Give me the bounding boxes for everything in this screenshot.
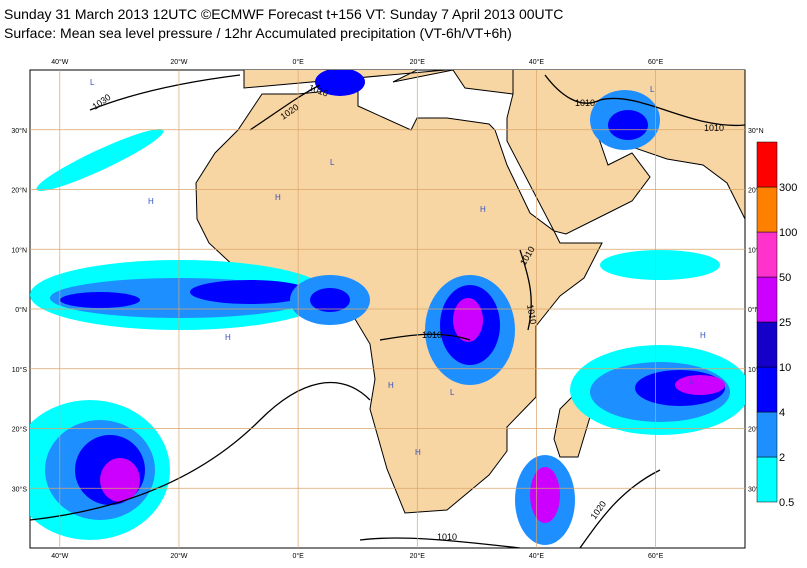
isobars: [30, 74, 745, 548]
pressure-center: H: [388, 381, 394, 390]
lon-label: 40°W: [51, 552, 69, 560]
pressure-center: H: [275, 193, 281, 202]
lat-label: 30°N: [748, 127, 764, 135]
isobar-label: 1010: [422, 330, 442, 340]
subtitle: Surface: Mean sea level pressure / 12hr …: [4, 25, 512, 41]
isobar-label: 1010: [704, 123, 724, 133]
lon-label: 0°E: [292, 58, 304, 66]
lat-label: 30°S: [748, 485, 764, 493]
pressure-center: H: [148, 197, 154, 206]
lon-label: 40°E: [529, 552, 545, 560]
lat-label: 10°N: [11, 246, 27, 254]
pressure-center: H: [480, 205, 486, 214]
lat-label: 0°N: [748, 306, 760, 314]
lon-label: 40°E: [529, 58, 545, 66]
colorbar-segment: [756, 231, 778, 278]
colorbar-label: 25: [779, 317, 791, 329]
title: Sunday 31 March 2013 12UTC ©ECMWF Foreca…: [4, 6, 563, 22]
map-content: [30, 70, 745, 548]
colorbar-label: 2: [779, 452, 785, 464]
pressure-center: H: [225, 333, 231, 342]
lat-label: 30°N: [11, 127, 27, 135]
lat-label: 10°S: [748, 366, 764, 374]
lat-label: 20°N: [11, 187, 27, 195]
axis-labels: 40°W 40°W 20°W 20°W 0°E 0°E 20°E 20°E 40°E 40°E 60…: [11, 58, 763, 560]
colorbar-label: 300: [779, 182, 797, 194]
lon-label: 20°W: [170, 58, 188, 66]
pressure-center: H: [415, 448, 421, 457]
pressure-center: L: [90, 78, 95, 87]
isobar-label: 1010: [525, 304, 538, 325]
colorbar-label: 0.5: [779, 497, 794, 509]
lon-label: 60°E: [648, 58, 664, 66]
land: [195, 70, 745, 514]
isobar-label: 1010: [437, 532, 457, 542]
colorbar-segment: [756, 321, 778, 368]
pressure-centers: H L H L H H L H L H L H: [90, 78, 706, 457]
precipitation: [30, 70, 745, 545]
lon-label: 60°E: [648, 552, 664, 560]
graticule: [30, 70, 745, 548]
colorbar-label: 100: [779, 227, 797, 239]
colorbar-label: 4: [779, 407, 785, 419]
lon-label: 20°W: [170, 552, 188, 560]
lon-label: 20°E: [410, 58, 426, 66]
colorbar-segment: [756, 276, 778, 323]
colorbar-label: 50: [779, 272, 791, 284]
lat-label: 30°S: [12, 485, 28, 493]
colorbar-segment: [756, 411, 778, 458]
lat-label: 0°N: [15, 306, 27, 314]
lon-label: 40°W: [51, 58, 69, 66]
colorbar-segment: [756, 141, 778, 188]
pressure-center: L: [650, 85, 655, 94]
lon-label: 0°E: [292, 552, 304, 560]
isobar-label: 1010: [575, 98, 595, 108]
colorbar-segment: [756, 186, 778, 233]
lat-label: 20°S: [12, 426, 28, 434]
pressure-center: L: [450, 388, 455, 397]
colorbar-segment: [756, 456, 778, 503]
pressure-center: L: [690, 377, 695, 386]
lat-label: 10°S: [12, 366, 28, 374]
lon-label: 20°E: [410, 552, 426, 560]
pressure-center: L: [330, 158, 335, 167]
lat-label: 20°S: [748, 426, 764, 434]
pressure-center: H: [700, 331, 706, 340]
lat-label: 20°N: [748, 187, 764, 195]
colorbar-segment: [756, 366, 778, 413]
colorbar: 0.5 2 4 10 25 50 100 300: [756, 141, 797, 509]
lat-label: 10°N: [748, 246, 764, 254]
colorbar-label: 10: [779, 362, 791, 374]
